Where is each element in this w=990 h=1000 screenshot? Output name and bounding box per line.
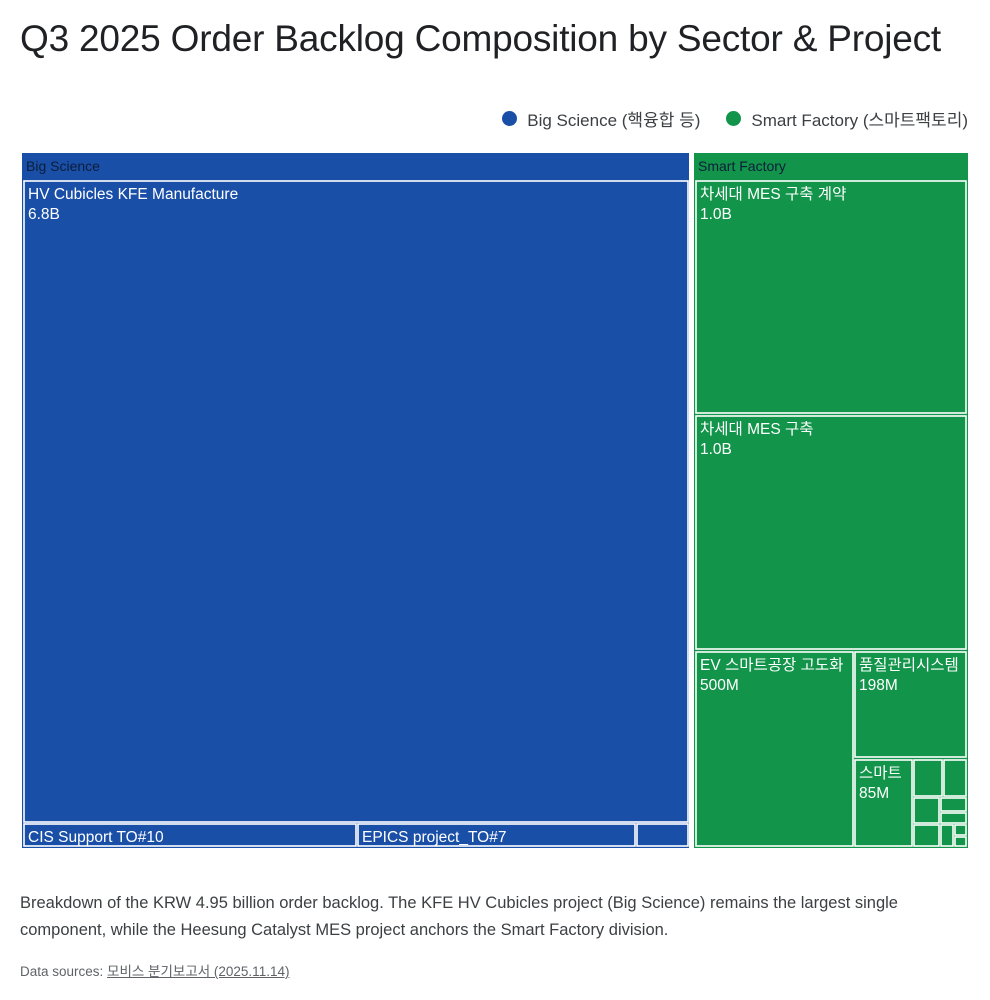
chart-caption: Breakdown of the KRW 4.95 billion order … [20,894,898,939]
leaf-smart-factory-13 [954,836,967,847]
leaf-smart-factory-4 [854,759,913,847]
leaf-smart-factory-12 [954,824,967,836]
leaf-smart-factory-10 [913,824,940,847]
leaf-smart-factory-4-label: 스마트 [859,764,902,782]
leaf-smart-factory-3-label: 품질관리시스템 [859,656,959,674]
leaf-big-science-0 [23,180,689,823]
leaf-smart-factory-2-value: 500M [700,677,739,694]
leaf-smart-factory-2-label: EV 스마트공장 고도화 [700,656,843,674]
leaf-big-science-0-label: HV Cubicles KFE Manufacture [28,186,238,203]
data-sources: Data sources: 모비스 분기보고서 (2025.11.14) [20,960,289,980]
leaf-smart-factory-6 [943,759,967,797]
leaf-smart-factory-1 [695,415,967,650]
leaf-big-science-1-label: CIS Support TO#10 [28,829,164,846]
leaf-smart-factory-7 [913,797,940,824]
legend-item-big-science[interactable]: Big Science (핵융합 등) [502,106,700,131]
leaf-big-science-3 [636,823,689,847]
leaf-smart-factory-8 [940,797,967,812]
leaf-smart-factory-3-value: 198M [859,677,898,694]
leaf-smart-factory-11 [940,824,954,847]
leaf-big-science-0-value: 6.8B [28,206,60,223]
legend-swatch-smart-factory [726,111,742,126]
group-label-big-science: Big Science [26,158,100,174]
leaf-big-science-1 [23,823,357,847]
sources-prefix: Data sources: [20,964,108,979]
chart-title: Q3 2025 Order Backlog Composition by Sec… [20,18,942,59]
legend-swatch-big-science [502,111,518,126]
legend-label-smart-factory: Smart Factory (스마트팩토리) [751,111,968,130]
sources-link[interactable]: 모비스 분기보고서 (2025.11.14) [107,964,290,979]
leaf-smart-factory-0 [695,180,967,414]
leaf-smart-factory-0-label: 차세대 MES 구축 계약 [700,185,846,203]
legend-label-big-science: Big Science (핵융합 등) [527,111,701,130]
leaf-smart-factory-1-label: 차세대 MES 구축 [700,420,814,438]
legend-item-smart-factory[interactable]: Smart Factory (스마트팩토리) [726,106,968,131]
leaf-smart-factory-3 [854,651,967,758]
leaf-big-science-2-label: EPICS project_TO#7 [362,829,506,846]
leaf-smart-factory-4-value: 85M [859,785,889,802]
leaf-smart-factory-5 [913,759,943,797]
leaf-smart-factory-0-value: 1.0B [700,206,732,223]
leaf-smart-factory-1-value: 1.0B [700,441,732,458]
leaf-smart-factory-9 [940,812,967,824]
legend: Big Science (핵융합 등) Smart Factory (스마트팩토… [502,106,968,131]
leaf-big-science-2 [357,823,636,847]
leaf-smart-factory-2 [695,651,854,847]
group-label-smart-factory: Smart Factory [698,158,786,174]
